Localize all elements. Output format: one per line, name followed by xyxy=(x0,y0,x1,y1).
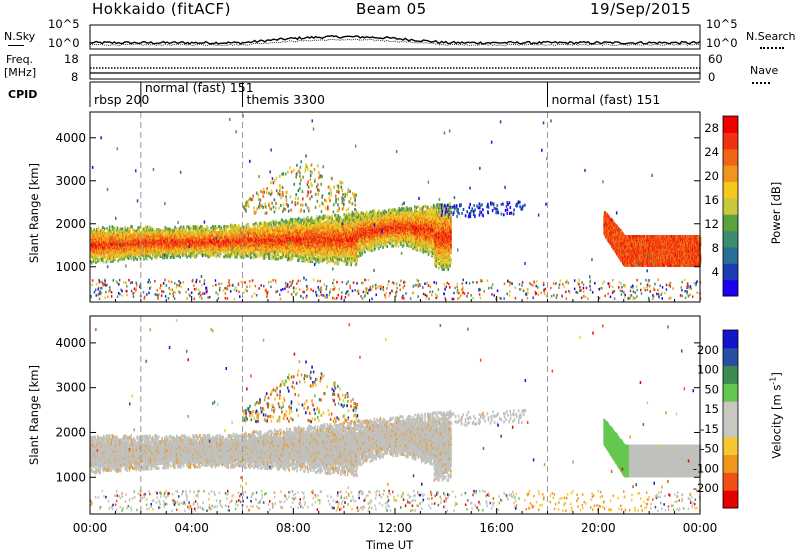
power-ytick-label: 3000 xyxy=(55,174,86,188)
power-colorbar-tick: 28 xyxy=(704,121,719,135)
xtick-label: 16:00 xyxy=(479,521,514,535)
power-colorbar-tick: 8 xyxy=(712,241,719,255)
cpid-program-label: themis 3300 xyxy=(247,92,326,107)
velocity-colorbar-swatch xyxy=(723,365,738,384)
power-colorbar-swatch xyxy=(723,214,738,232)
power-colorbar-swatch xyxy=(723,132,738,150)
nsky-legend-line xyxy=(8,45,24,46)
power-scatter-cells xyxy=(90,114,702,301)
xtick-label: 00:00 xyxy=(683,521,718,535)
velocity-scatter-cells xyxy=(90,319,702,513)
date-label: 19/Sep/2015 xyxy=(590,0,691,18)
velocity-colorbar-swatch xyxy=(723,383,738,402)
nsearch-label: N.Search xyxy=(746,30,796,43)
xtick-label: 04:00 xyxy=(174,521,209,535)
velocity-ytick-label: 1000 xyxy=(55,470,86,484)
freq-panel xyxy=(89,54,701,80)
velocity-colorbar-tick: 15 xyxy=(704,402,719,416)
power-colorbar-tick: 4 xyxy=(712,265,719,279)
power-colorbar-swatch xyxy=(723,246,738,264)
power-colorbar-swatch xyxy=(723,148,738,166)
power-colorbar-swatch xyxy=(723,279,738,297)
power-colorbar-tick: 16 xyxy=(704,193,719,207)
velocity-colorbar-tick: -50 xyxy=(700,442,719,456)
xtick-label: 20:00 xyxy=(581,521,616,535)
power-colorbar-tick: 20 xyxy=(704,169,719,183)
cpid-program-label: normal (fast) 151 xyxy=(552,92,661,107)
power-colorbar-swatch xyxy=(723,116,738,133)
power-colorbar-swatch xyxy=(723,165,738,182)
nsearch-legend-line xyxy=(760,47,784,49)
velocity-colorbar-tick: 200 xyxy=(697,343,719,357)
power-ytick-label: 2000 xyxy=(55,217,86,231)
freq-right-top-tick: 60 xyxy=(708,52,723,66)
power-colorbar-tick: 24 xyxy=(704,145,719,159)
beam-label: Beam 05 xyxy=(356,0,427,18)
power-plot-area xyxy=(90,112,700,302)
velocity-colorbar-tick: -100 xyxy=(693,461,719,475)
velocity-ytick-label: 4000 xyxy=(55,336,86,350)
power-colorbar-swatch xyxy=(723,263,738,281)
nave-legend-line xyxy=(752,82,770,84)
xtick-label: 12:00 xyxy=(378,521,413,535)
velocity-colorbar-swatch xyxy=(723,419,738,438)
velocity-colorbar-swatch xyxy=(723,490,738,509)
velocity-colorbar-tick: 100 xyxy=(697,363,719,377)
search-noise-trace xyxy=(89,38,701,46)
velocity-colorbar-swatch xyxy=(723,347,738,367)
power-colorbar-tick: 12 xyxy=(704,217,719,231)
sky-noise-trace xyxy=(89,34,701,45)
freq-unit-label: [MHz] xyxy=(4,66,36,79)
power-colorbar-swatch xyxy=(723,181,738,199)
velocity-colorbar-swatch xyxy=(723,330,738,349)
power-ytick-label: 1000 xyxy=(55,260,86,274)
noise-left-bottom-tick: 10^0 xyxy=(48,36,80,50)
noise-panel xyxy=(89,24,701,50)
freq-label: Freq. xyxy=(6,53,33,66)
velocity-colorbar-tick: 50 xyxy=(704,382,719,396)
xtick-label: 08:00 xyxy=(276,521,311,535)
noise-right-bottom-tick: 10^0 xyxy=(706,36,738,50)
noise-left-top-tick: 10^5 xyxy=(48,17,80,31)
power-colorbar-swatch xyxy=(723,197,738,215)
nave-label: Nave xyxy=(750,64,778,77)
nsky-label: N.Sky xyxy=(4,30,35,43)
noise-right-top-tick: 10^5 xyxy=(706,17,738,31)
freq-left-top-tick: 18 xyxy=(64,52,79,66)
power-colorbar-swatch xyxy=(723,230,738,248)
velocity-plot-area xyxy=(90,316,700,514)
velocity-colorbar-swatch xyxy=(723,401,738,420)
cpid-program-label: normal (fast) 151 xyxy=(145,80,254,95)
power-ytick-label: 4000 xyxy=(55,131,86,145)
power-colorbar-frame xyxy=(722,115,739,297)
cpid-program-label: rbsp 200 xyxy=(94,92,149,107)
velocity-colorbar-tick: -200 xyxy=(693,481,719,495)
station-title: Hokkaido (fitACF) xyxy=(92,0,231,18)
velocity-ytick-label: 2000 xyxy=(55,425,86,439)
velocity-colorbar-frame xyxy=(722,329,739,509)
freq-right-bottom-tick: 0 xyxy=(708,70,715,84)
velocity-ytick-label: 3000 xyxy=(55,381,86,395)
velocity-colorbar-tick: -15 xyxy=(700,422,719,436)
velocity-colorbar-swatch xyxy=(723,454,738,473)
xtick-label: 00:00 xyxy=(73,521,108,535)
velocity-colorbar-swatch xyxy=(723,472,738,491)
xaxis-title: Time UT xyxy=(366,538,413,552)
cpid-label: CPID xyxy=(8,88,37,101)
freq-left-bottom-tick: 8 xyxy=(71,70,78,84)
velocity-colorbar-swatch xyxy=(723,436,738,456)
